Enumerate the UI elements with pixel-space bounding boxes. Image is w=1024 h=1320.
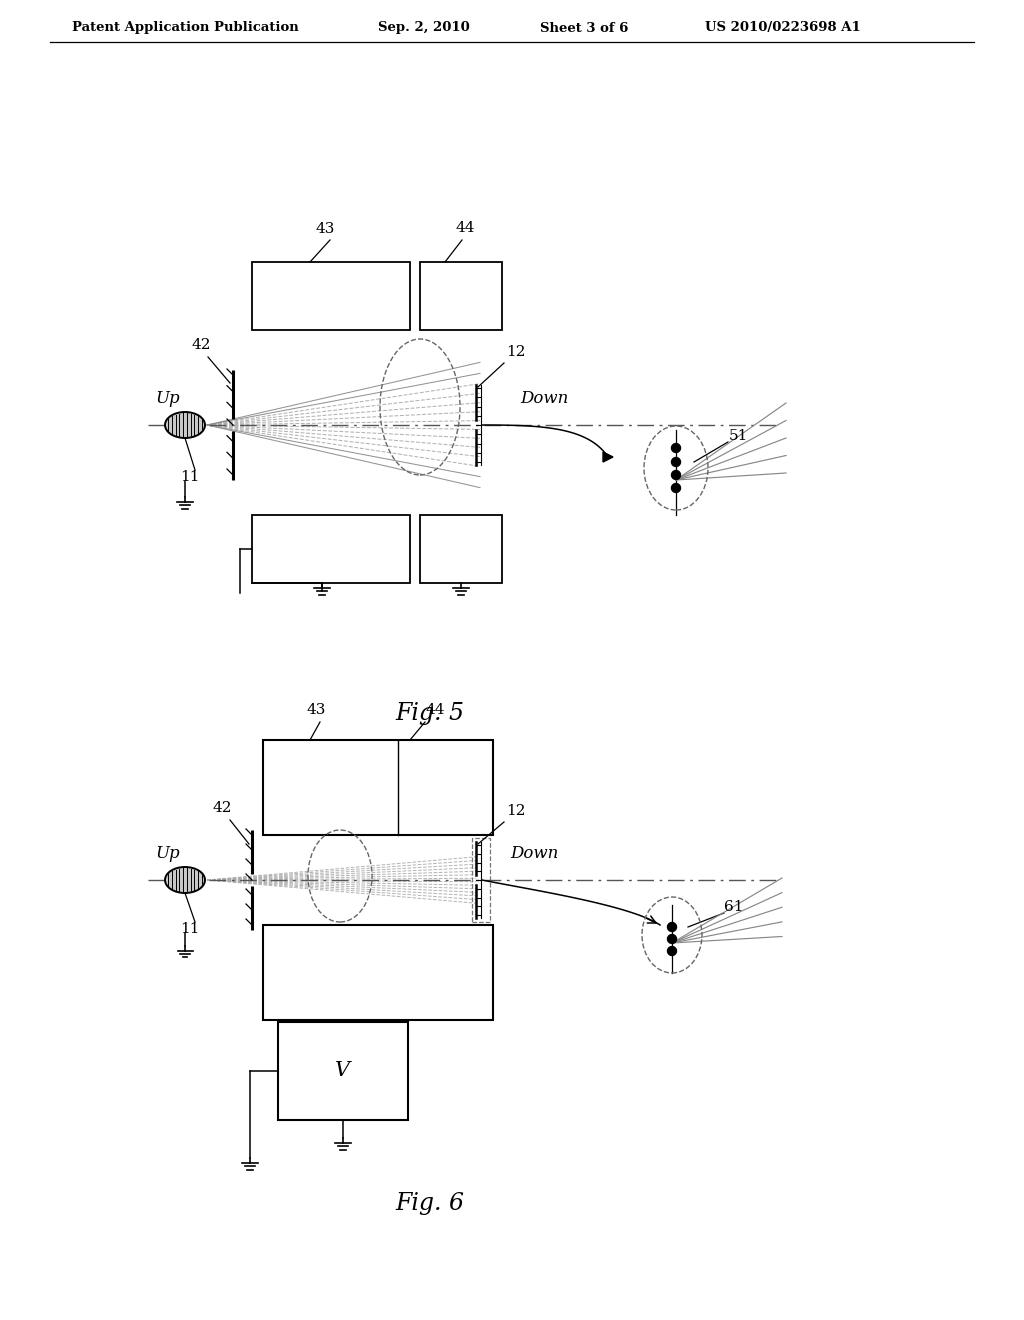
Circle shape [672,458,681,466]
Text: 12: 12 [506,345,525,359]
Text: Up: Up [155,389,179,407]
Text: V: V [336,1061,350,1081]
Polygon shape [603,451,613,462]
Bar [420,261,502,330]
Text: US 2010/0223698 A1: US 2010/0223698 A1 [705,21,861,34]
Text: 43: 43 [315,222,335,236]
Circle shape [672,483,681,492]
Circle shape [668,923,677,932]
Bar [263,925,493,1020]
Text: 44: 44 [425,704,444,717]
Text: 51: 51 [728,429,748,444]
Text: 42: 42 [191,338,211,352]
Text: Sheet 3 of 6: Sheet 3 of 6 [540,21,629,34]
Bar [420,515,502,583]
Ellipse shape [165,867,205,894]
Circle shape [668,946,677,956]
Text: 12: 12 [506,804,525,818]
Ellipse shape [165,412,205,438]
Circle shape [672,470,681,479]
Circle shape [672,444,681,453]
Text: 43: 43 [306,704,326,717]
Bar [278,1022,408,1119]
Text: Sep. 2, 2010: Sep. 2, 2010 [378,21,470,34]
Bar [252,261,410,330]
Text: Down: Down [510,845,558,862]
Bar [263,741,493,836]
Text: 61: 61 [724,900,743,913]
Text: Fig. 6: Fig. 6 [395,1192,465,1214]
Text: Down: Down [520,389,568,407]
Bar [472,838,490,921]
Text: 11: 11 [180,470,200,484]
Text: 42: 42 [212,801,231,814]
Text: 44: 44 [456,220,475,235]
Text: 11: 11 [180,921,200,936]
Text: Patent Application Publication: Patent Application Publication [72,21,299,34]
Circle shape [668,935,677,944]
Bar [252,515,410,583]
Text: Up: Up [155,845,179,862]
Text: Fig. 5: Fig. 5 [395,702,465,725]
